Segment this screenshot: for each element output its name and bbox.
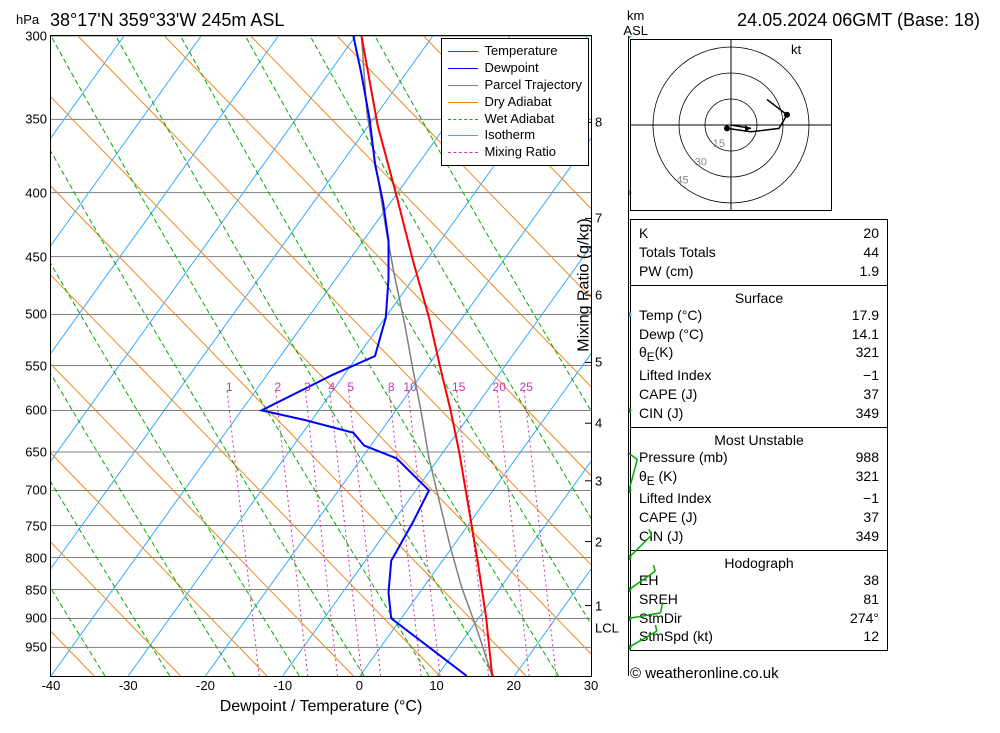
skewt-chart: 3003504004505005506006507007508008509009… xyxy=(50,35,592,677)
altitude-axis: 1 2 3 4 5 6 7 8 LCL xyxy=(593,36,619,676)
hodograph-svg: 15 30 45 kt xyxy=(631,40,831,210)
temp-tick: -10 xyxy=(273,678,292,693)
pressure-tick: 400 xyxy=(25,185,47,200)
lcl-label: LCL xyxy=(595,621,619,636)
legend-item: Dewpoint xyxy=(448,60,582,77)
pressure-tick: 500 xyxy=(25,307,47,322)
altitude-unit: kmASL xyxy=(623,8,648,38)
temp-axis: -40-30-20-100102030 xyxy=(51,678,591,696)
svg-text:15: 15 xyxy=(713,138,725,150)
x-axis-title: Dewpoint / Temperature (°C) xyxy=(220,698,423,716)
temp-tick: 0 xyxy=(356,678,363,693)
temp-tick: -30 xyxy=(119,678,138,693)
sounding-container: 38°17'N 359°33'W 245m ASL hPa kmASL 3003… xyxy=(10,10,990,710)
mixing-ratio-axis-title: Mixing Ratio (g/kg) xyxy=(575,218,593,351)
altitude-tick: 3 xyxy=(595,473,602,488)
pressure-tick: 700 xyxy=(25,483,47,498)
svg-text:3: 3 xyxy=(304,380,311,394)
datetime-title: 24.05.2024 06GMT (Base: 18) xyxy=(620,10,980,31)
svg-text:5: 5 xyxy=(347,380,354,394)
altitude-tick: 6 xyxy=(595,288,602,303)
altitude-tick: 5 xyxy=(595,355,602,370)
svg-text:8: 8 xyxy=(388,380,395,394)
temp-tick: 30 xyxy=(584,678,598,693)
pressure-tick: 800 xyxy=(25,550,47,565)
pressure-tick: 850 xyxy=(25,582,47,597)
altitude-tick: 4 xyxy=(595,416,602,431)
altitude-tick: 8 xyxy=(595,115,602,130)
skewt-panel: 38°17'N 359°33'W 245m ASL hPa kmASL 3003… xyxy=(10,10,610,710)
svg-text:20: 20 xyxy=(493,380,507,394)
temp-tick: -40 xyxy=(42,678,61,693)
svg-text:45: 45 xyxy=(676,175,688,187)
altitude-tick: 7 xyxy=(595,211,602,226)
legend-item: Isotherm xyxy=(448,127,582,144)
svg-text:1: 1 xyxy=(226,380,233,394)
legend-item: Dry Adiabat xyxy=(448,94,582,111)
svg-text:2: 2 xyxy=(274,380,281,394)
altitude-tick: 1 xyxy=(595,598,602,613)
pressure-tick: 600 xyxy=(25,403,47,418)
temp-tick: 20 xyxy=(507,678,521,693)
altitude-tick: 2 xyxy=(595,534,602,549)
svg-text:kt: kt xyxy=(791,42,802,57)
temp-tick: 10 xyxy=(429,678,443,693)
pressure-tick: 750 xyxy=(25,518,47,533)
pressure-axis: 3003504004505005506006507007508008509009… xyxy=(11,36,49,676)
pressure-tick: 300 xyxy=(25,29,47,44)
pressure-tick: 900 xyxy=(25,611,47,626)
legend-item: Wet Adiabat xyxy=(448,111,582,128)
pressure-tick: 550 xyxy=(25,358,47,373)
pressure-tick: 350 xyxy=(25,112,47,127)
pressure-unit: hPa xyxy=(16,12,39,27)
temp-tick: -20 xyxy=(196,678,215,693)
pressure-tick: 450 xyxy=(25,249,47,264)
svg-text:30: 30 xyxy=(695,156,707,168)
hodograph: 15 30 45 kt xyxy=(630,39,832,211)
pressure-tick: 950 xyxy=(25,640,47,655)
location-title: 38°17'N 359°33'W 245m ASL xyxy=(50,10,610,31)
legend-item: Temperature xyxy=(448,43,582,60)
svg-text:25: 25 xyxy=(520,380,534,394)
svg-text:15: 15 xyxy=(452,380,466,394)
legend: TemperatureDewpointParcel TrajectoryDry … xyxy=(441,38,589,166)
legend-item: Mixing Ratio xyxy=(448,144,582,161)
legend-item: Parcel Trajectory xyxy=(448,77,582,94)
pressure-tick: 650 xyxy=(25,445,47,460)
svg-text:10: 10 xyxy=(403,380,417,394)
svg-text:4: 4 xyxy=(328,380,335,394)
